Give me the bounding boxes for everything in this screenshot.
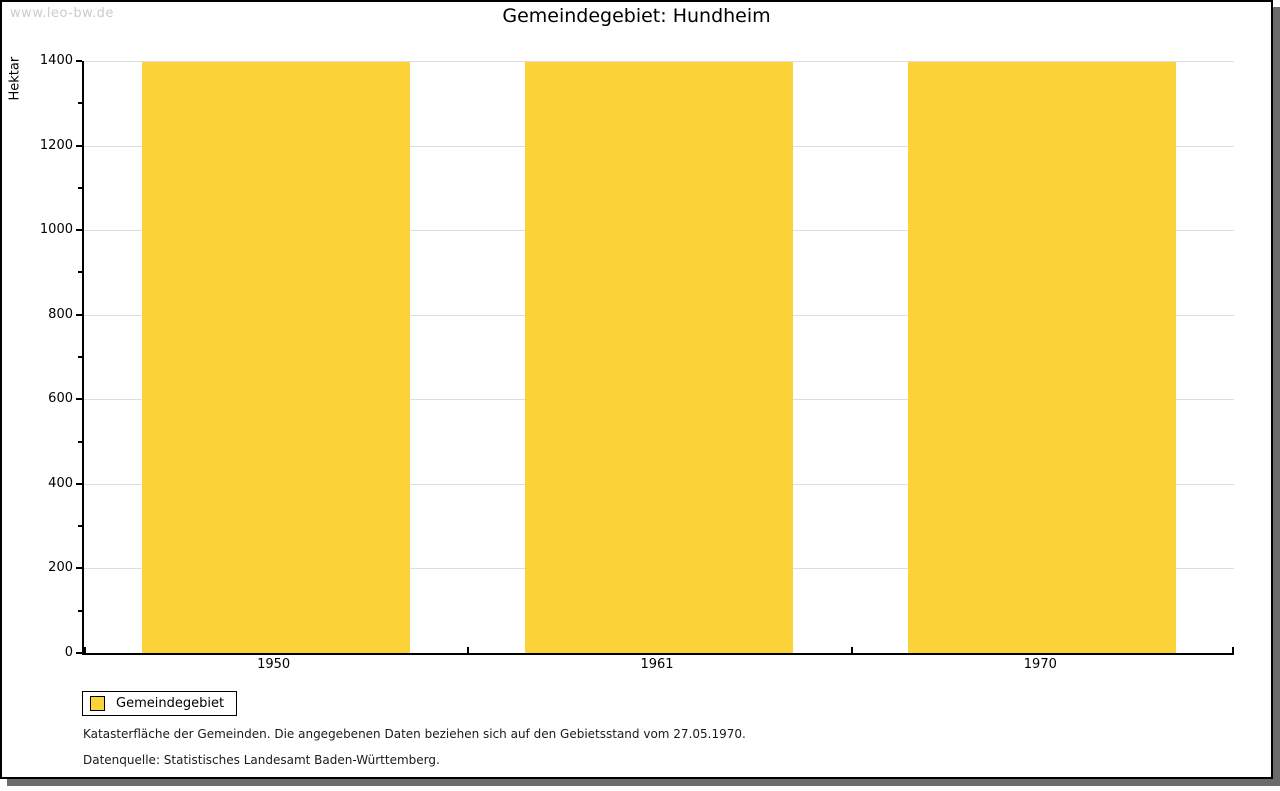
y-axis-major-tick — [76, 229, 82, 232]
footnote-data-source: Datenquelle: Statistisches Landesamt Bad… — [83, 753, 440, 767]
gridline — [84, 61, 1234, 62]
y-axis-major-tick — [76, 313, 82, 316]
x-axis-tick — [850, 647, 853, 653]
bar-1950 — [141, 62, 410, 653]
y-axis-tick-label: 400 — [48, 475, 73, 491]
y-axis-minor-tick — [78, 271, 82, 274]
y-axis-major-tick — [76, 652, 82, 654]
y-axis-minor-tick — [78, 525, 82, 528]
y-axis-minor-tick — [78, 609, 82, 612]
y-axis-minor-tick — [78, 186, 82, 189]
y-axis-major-tick — [76, 398, 82, 401]
y-axis-minor-tick — [78, 102, 82, 105]
x-axis-tick-label-1950: 1950 — [257, 657, 291, 672]
legend-label: Gemeindegebiet — [116, 695, 225, 711]
x-axis-tick — [467, 647, 470, 653]
y-axis-major-tick — [76, 144, 82, 147]
y-axis-tick-label: 1400 — [39, 53, 73, 68]
y-axis-major-tick — [76, 60, 82, 62]
y-axis-minor-tick — [78, 356, 82, 358]
footnote-source-note: Katasterfläche der Gemeinden. Die angege… — [83, 727, 746, 741]
y-axis-major-tick — [76, 482, 82, 485]
y-axis-tick-label: 800 — [48, 306, 73, 322]
x-axis-tick-label-1970: 1970 — [1023, 657, 1057, 672]
x-axis-tick-label-1961: 1961 — [640, 657, 674, 672]
y-axis-tick-label: 0 — [64, 645, 73, 660]
bar-1961 — [524, 62, 794, 653]
legend-swatch-gemeindegebiet — [90, 696, 105, 711]
chart-panel: www.leo-bw.de Gemeindegebiet: Hundheim H… — [0, 0, 1273, 779]
x-axis-tick — [1232, 647, 1234, 653]
y-axis-tick-label: 1000 — [39, 222, 73, 238]
legend: Gemeindegebiet — [82, 691, 238, 716]
plot-area — [82, 61, 1234, 655]
watermark: www.leo-bw.de — [10, 6, 114, 21]
bar-1970 — [908, 62, 1177, 653]
y-axis-tick-label: 200 — [48, 560, 73, 576]
y-axis-tick-label: 600 — [48, 391, 73, 407]
chart-title: Gemeindegebiet: Hundheim — [502, 5, 771, 27]
y-axis-tick-label: 1200 — [39, 137, 73, 153]
x-axis-tick — [84, 647, 86, 653]
y-axis-minor-tick — [78, 440, 82, 443]
y-axis-major-tick — [76, 567, 82, 570]
